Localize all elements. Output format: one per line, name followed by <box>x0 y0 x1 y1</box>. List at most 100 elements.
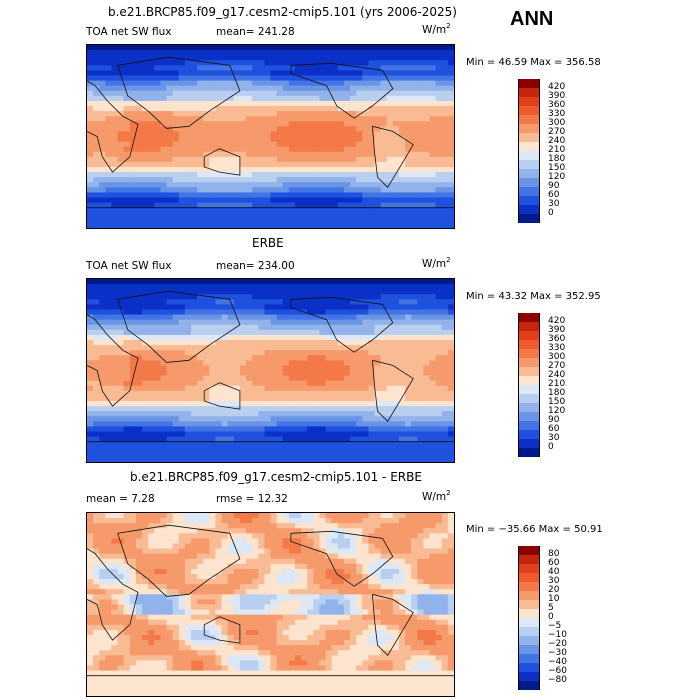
map-cell <box>148 60 155 66</box>
map-cell <box>350 431 357 438</box>
map-cell <box>227 375 235 382</box>
map-cell <box>331 319 339 326</box>
map-cell <box>435 202 443 209</box>
map-cell <box>129 355 137 361</box>
map-cell <box>93 65 100 72</box>
map-cell <box>154 553 161 560</box>
map-cell <box>362 538 369 545</box>
map-cell <box>135 100 143 107</box>
map-cell <box>87 411 94 417</box>
map-cell <box>148 304 155 311</box>
map-cell <box>288 370 296 377</box>
map-cell <box>343 380 351 387</box>
map-cell <box>386 411 394 417</box>
map-cell <box>380 279 388 285</box>
map-cell <box>282 65 290 72</box>
map-cell <box>288 380 296 387</box>
map-cell <box>154 151 161 158</box>
map-cell <box>447 528 454 534</box>
map-cell <box>203 294 210 300</box>
map-cell <box>356 553 363 560</box>
map-cell <box>374 324 382 331</box>
map-cell <box>447 95 454 102</box>
map-cell <box>123 304 131 311</box>
map-cell <box>117 558 125 565</box>
map-cell <box>99 355 106 361</box>
map-cell <box>411 192 418 199</box>
map-cell <box>374 329 382 336</box>
map-cell <box>105 426 113 433</box>
map-cell <box>441 533 449 540</box>
map-cell <box>356 60 363 66</box>
map-cell <box>252 151 259 158</box>
map-cell <box>411 411 418 417</box>
map-cell <box>374 436 382 443</box>
map-cell <box>190 350 198 356</box>
map-cell <box>154 355 161 361</box>
map-cell <box>270 446 278 453</box>
map-cell <box>301 212 308 219</box>
map-cell <box>405 111 412 117</box>
map-cell <box>362 304 369 311</box>
map-cell <box>233 156 241 163</box>
map-cell <box>264 324 272 331</box>
map-cell <box>343 212 351 219</box>
map-cell <box>87 380 94 387</box>
map-cell <box>148 182 155 188</box>
map-cell <box>435 451 443 458</box>
colorbar-swatch <box>519 196 539 205</box>
map-cell <box>209 80 217 87</box>
map-cell <box>288 60 296 66</box>
map-cell <box>350 197 357 204</box>
map-cell <box>350 513 357 519</box>
map-cell <box>398 355 406 361</box>
map-cell <box>417 334 425 341</box>
map-cell <box>117 350 125 356</box>
map-cell <box>178 294 186 300</box>
map-cell <box>117 100 125 107</box>
colorbar-tick-label: 390 <box>548 91 566 101</box>
map-cell <box>135 441 143 448</box>
map-cell <box>178 116 186 122</box>
map-cell <box>392 279 400 285</box>
map-cell <box>337 156 345 163</box>
map-cell <box>111 50 119 56</box>
map-cell <box>441 518 449 524</box>
map-cell <box>166 222 174 228</box>
map-cell <box>215 334 223 341</box>
map-cell <box>246 161 253 168</box>
map-cell <box>307 426 314 433</box>
map-cell <box>184 304 192 311</box>
map-cell <box>252 355 259 361</box>
map-cell <box>252 70 259 77</box>
map-cell <box>423 85 431 92</box>
map-cell <box>184 172 192 178</box>
map-cell <box>252 202 259 209</box>
map-cell <box>276 70 284 77</box>
map-cell <box>362 217 369 224</box>
map-cell <box>411 294 418 300</box>
map-cell <box>148 518 155 524</box>
map-cell <box>392 390 400 397</box>
map-cell <box>87 304 94 311</box>
map-cell <box>148 187 155 194</box>
map-cell <box>405 146 412 153</box>
map-cell <box>405 161 412 168</box>
map-cell <box>429 172 437 178</box>
map-cell <box>270 50 278 56</box>
map-cell <box>184 207 192 214</box>
map-cell <box>307 294 314 300</box>
map-cell <box>166 151 174 158</box>
map-cell <box>386 350 394 356</box>
map-cell <box>99 156 106 163</box>
map-cell <box>209 406 217 412</box>
map-cell <box>331 380 339 387</box>
map-cell <box>190 528 198 534</box>
map-cell <box>178 60 186 66</box>
map-cell <box>197 345 204 351</box>
map-cell <box>325 289 333 295</box>
map-cell <box>313 95 321 102</box>
map-cell <box>93 314 100 321</box>
map-cell <box>117 370 125 377</box>
map-cell <box>325 380 333 387</box>
